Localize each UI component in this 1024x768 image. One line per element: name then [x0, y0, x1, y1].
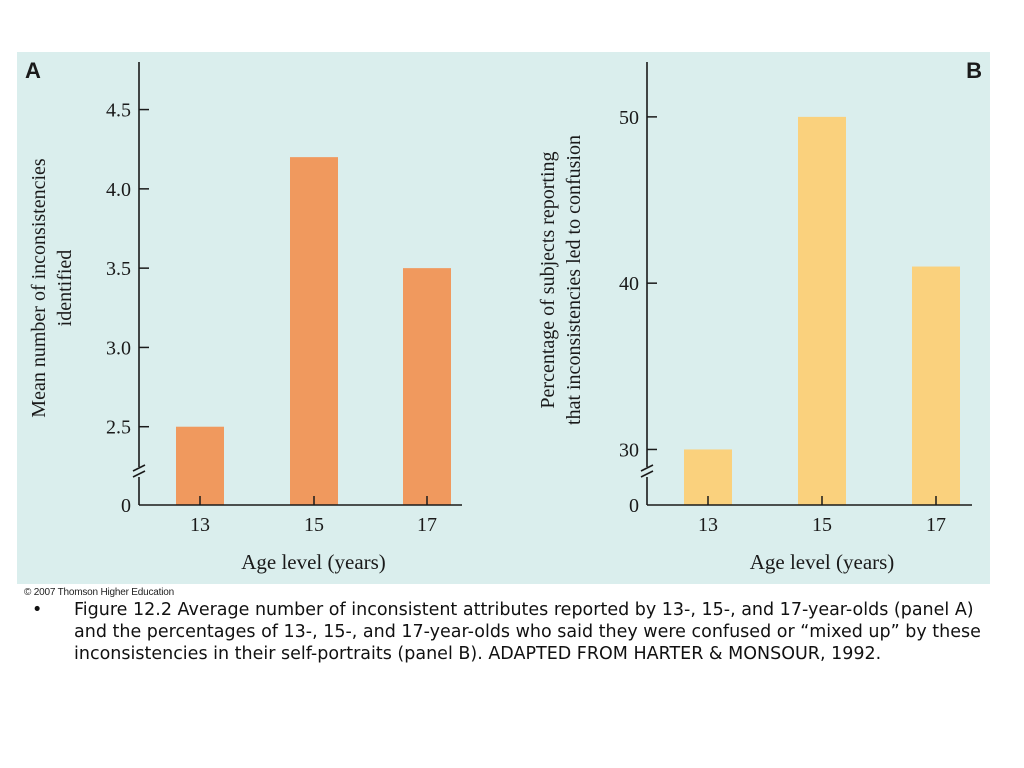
y-tick-label: 50 — [619, 107, 639, 129]
panel-label-A: A — [25, 58, 41, 83]
axis-break-mark — [640, 464, 654, 472]
y-tick-label: 3.0 — [106, 337, 131, 359]
x-axis-title: Age level (years) — [241, 550, 386, 574]
caption-list: Figure 12.2 Average number of inconsiste… — [32, 599, 992, 665]
x-tick-label: 13 — [190, 514, 210, 536]
y-tick-label: 4.5 — [106, 100, 131, 122]
bar-charts: A 2.5 3.0 3.5 4.0 4.5 0 13 15 17 Age level (years)… — [25, 58, 982, 574]
panel-label-B: B — [966, 58, 982, 83]
caption-text: Figure 12.2 Average number of inconsiste… — [32, 599, 992, 665]
y-tick-label: 3.5 — [106, 258, 131, 280]
y-tick-label: 2.5 — [106, 417, 131, 439]
y-baseline-label: 0 — [629, 495, 639, 517]
x-tick-label: 17 — [926, 514, 946, 536]
copyright-notice: © 2007 Thomson Higher Education — [24, 587, 174, 598]
y-tick-label: 40 — [619, 273, 639, 295]
y-axis-title-line1: Percentage of subjects reporting — [537, 151, 559, 408]
y-axis-title-line2: identified — [54, 250, 76, 327]
bar-15 — [798, 116, 846, 505]
y-tick-label: 30 — [619, 439, 639, 461]
bar-13 — [684, 449, 732, 505]
bar-17 — [403, 268, 451, 505]
y-axis-title-line1: Mean number of inconsistencies — [28, 158, 50, 418]
x-tick-label: 15 — [812, 514, 832, 536]
axis-break-mark — [132, 464, 146, 472]
axis-break-mark — [640, 470, 654, 478]
bar-15 — [290, 157, 338, 505]
figure-panel: A 2.5 3.0 3.5 4.0 4.5 0 13 15 17 Age level (years)… — [17, 52, 990, 584]
x-axis-title: Age level (years) — [750, 550, 895, 574]
y-axis-title-line2: that inconsistencies led to confusion — [563, 135, 585, 425]
bar-17 — [912, 266, 960, 505]
y-baseline-label: 0 — [121, 495, 131, 517]
x-tick-label: 17 — [417, 514, 437, 536]
y-tick-label: 4.0 — [106, 179, 131, 201]
x-tick-label: 15 — [304, 514, 324, 536]
x-tick-label: 13 — [698, 514, 718, 536]
axis-break-mark — [132, 470, 146, 478]
bar-13 — [176, 426, 224, 505]
